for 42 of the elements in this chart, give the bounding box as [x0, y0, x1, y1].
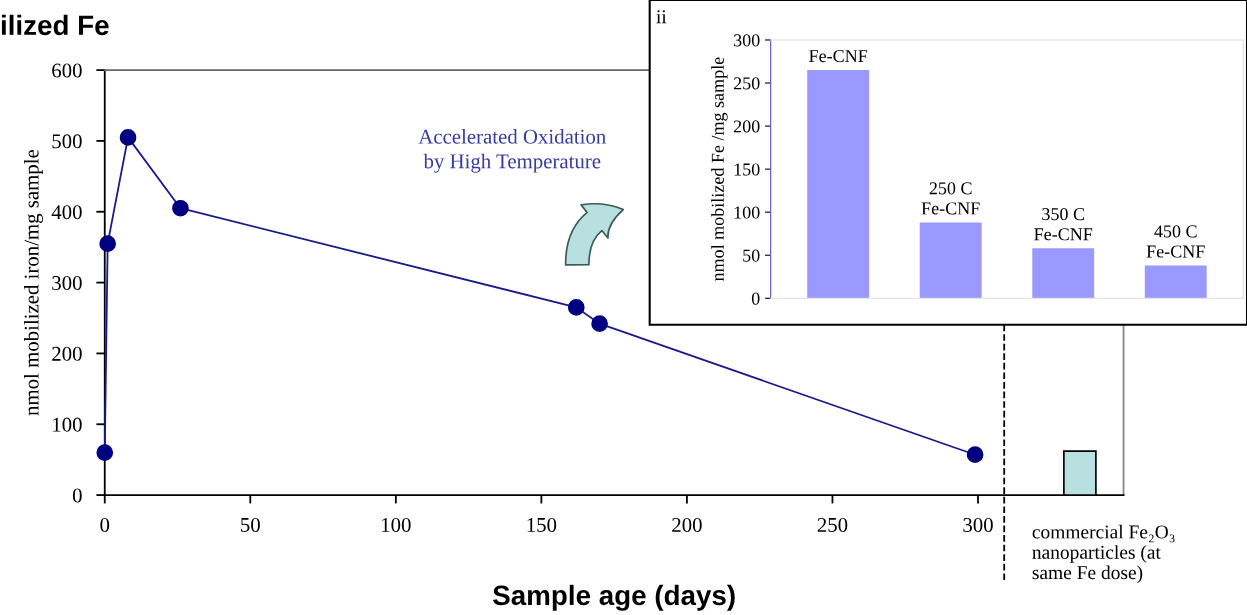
point [96, 444, 114, 461]
x-tick-label: 450 C Fe-CNF [1146, 225, 1205, 258]
chart-title: ilized Fe [1, 14, 109, 36]
y-tick-label: 100 [53, 417, 82, 432]
x-tick-label: 200 [672, 517, 702, 532]
x-tick-label: 300 [963, 517, 993, 532]
x-tick-label: 100 [382, 517, 411, 532]
bar [1032, 248, 1095, 299]
x-tick-label: Fe-CNF [809, 50, 868, 63]
x-tick-label: 250 C Fe-CNF [921, 182, 980, 215]
y-tick-label: 150 [734, 163, 760, 176]
y-tick-label: 200 [52, 346, 82, 361]
y-axis-title: nmol mobilized Fe /mg sample [711, 57, 728, 282]
text: commercial Fe₂O₃ nanoparticles (at same Fe dose) [1032, 524, 1175, 584]
y-tick-label: 300 [52, 275, 82, 291]
text: ii [656, 10, 667, 24]
point [591, 315, 608, 333]
point [966, 446, 984, 464]
y-tick-label: 0 [72, 488, 82, 503]
y-tick-label: 600 [52, 63, 82, 78]
y-tick-label: 0 [751, 292, 760, 305]
annotation: Accelerated Oxidation by High Temperature [418, 129, 606, 173]
x-tick-label: 150 [527, 517, 557, 532]
x-tick-label: 50 [241, 517, 260, 532]
point [99, 235, 116, 252]
y-tick-label: 400 [51, 205, 82, 220]
y-tick-label: 250 [733, 77, 760, 90]
y-axis-title: nmol mobilized iron/mg sample [23, 149, 43, 416]
x-tick-label: 250 [817, 517, 848, 532]
y-tick-label: 300 [734, 34, 760, 47]
y-tick-label: 500 [52, 134, 82, 149]
bar [919, 222, 982, 299]
x-axis-title: Sample age (days) [492, 584, 735, 611]
point [567, 299, 585, 316]
y-tick-label: 50 [743, 249, 760, 262]
point [119, 129, 137, 146]
x-tick-label: 0 [100, 517, 110, 532]
y-tick-label: 200 [733, 120, 760, 133]
bar [807, 70, 870, 299]
bar [1144, 265, 1207, 299]
point [172, 199, 189, 217]
x-tick-label: 350 C Fe-CNF [1034, 208, 1093, 241]
